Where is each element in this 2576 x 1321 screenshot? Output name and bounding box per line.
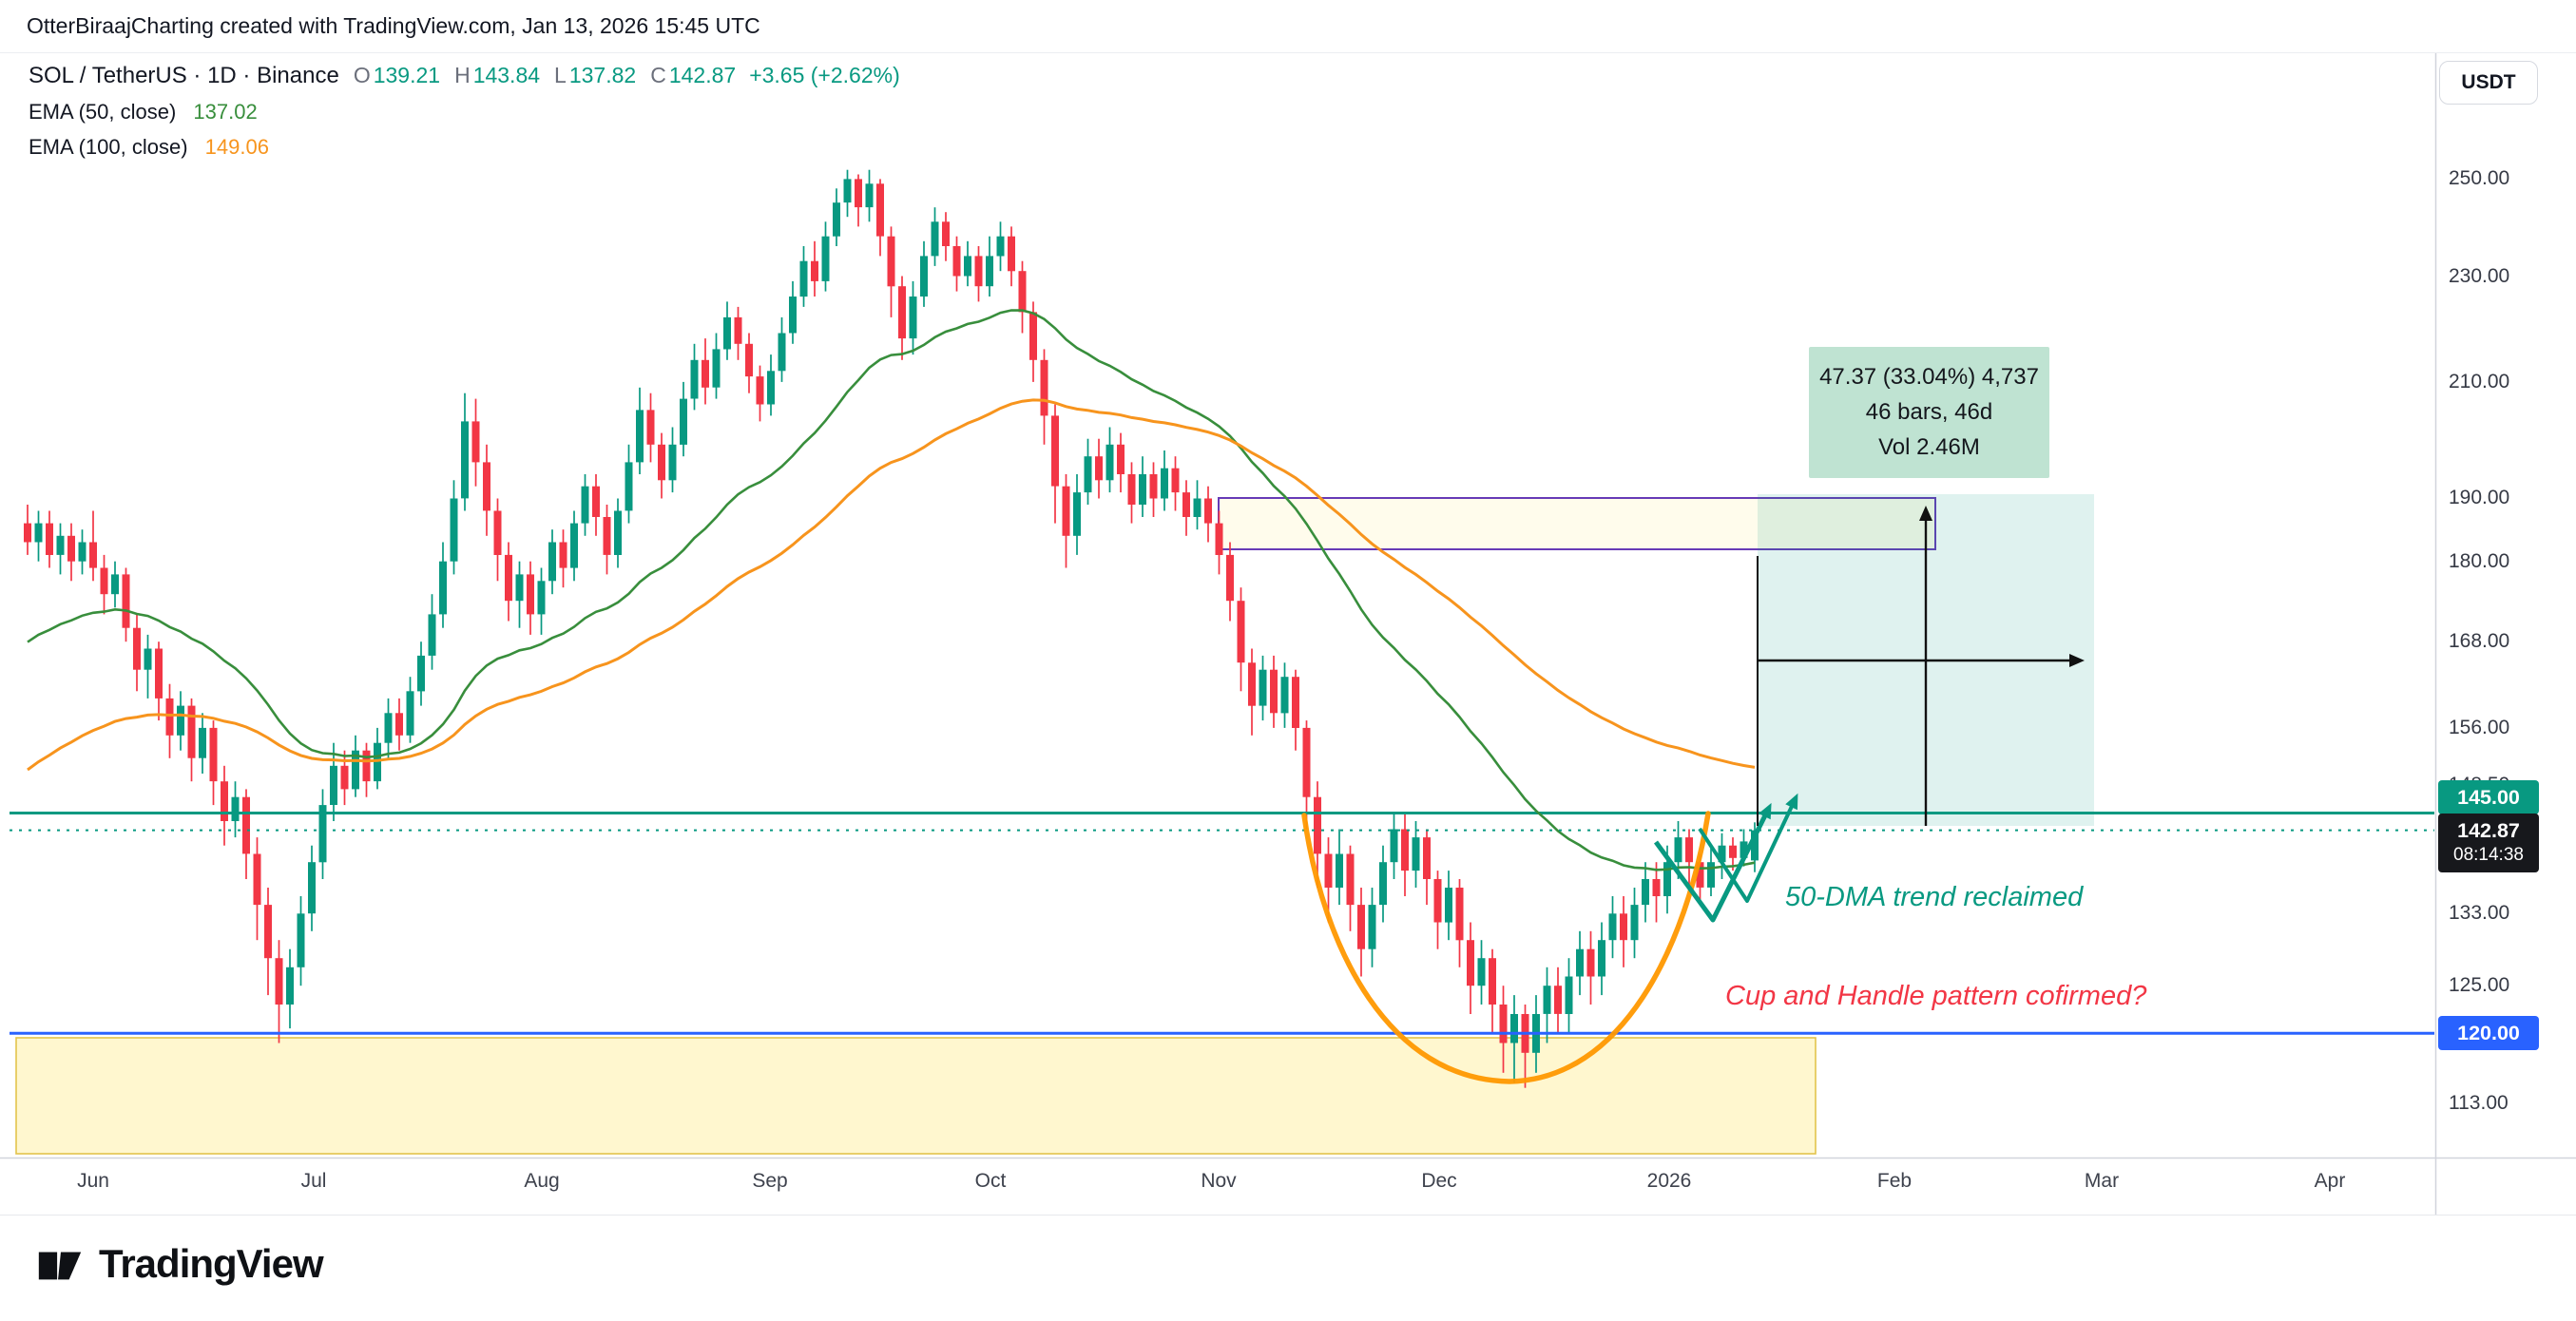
- ema100-label: EMA (100, close): [29, 135, 188, 159]
- candles: [24, 169, 1759, 1088]
- change-value: +3.65 (+2.62%): [749, 63, 900, 87]
- breakout-arrow-2[interactable]: [1698, 793, 1798, 903]
- symbol-title[interactable]: SOL / TetherUS · 1D · Binance: [29, 63, 339, 88]
- footer-brand[interactable]: TradingView: [34, 1238, 324, 1290]
- ohlc-open: O 139.21: [354, 63, 440, 88]
- close-label: C: [650, 63, 666, 87]
- cup-handle-curve[interactable]: [1301, 811, 1711, 1084]
- close-value: 142.87: [668, 63, 737, 87]
- tradingview-logo-icon: [38, 1252, 82, 1280]
- ohlc-low: L 137.82: [554, 63, 636, 88]
- open-value: 139.21: [373, 63, 441, 87]
- measure-tool-label[interactable]: 47.37 (33.04%) 4,737 46 bars, 46d Vol 2.…: [1809, 347, 2049, 478]
- low-label: L: [554, 63, 567, 87]
- high-value: 143.84: [472, 63, 541, 87]
- ema100-line: [27, 398, 1756, 772]
- ema100-value: 149.06: [204, 135, 269, 159]
- ema50-line: [27, 309, 1756, 871]
- breakout-arrow[interactable]: [1653, 802, 1772, 923]
- attribution-bar: OtterBiraajCharting created with Trading…: [0, 0, 2576, 52]
- low-value: 137.82: [568, 63, 637, 87]
- ema50-label: EMA (50, close): [29, 100, 177, 124]
- yellow-support-zone[interactable]: [15, 1037, 1817, 1155]
- measure-line-3: Vol 2.46M: [1878, 434, 1980, 460]
- indicator-ema100[interactable]: EMA (100, close) 149.06: [29, 135, 900, 160]
- indicator-ema50[interactable]: EMA (50, close) 137.02: [29, 100, 900, 124]
- currency-button[interactable]: USDT: [2439, 61, 2538, 105]
- high-label: H: [454, 63, 471, 87]
- open-label: O: [353, 63, 371, 87]
- purple-resistance-box[interactable]: [1218, 497, 1936, 550]
- measure-line-2: 46 bars, 46d: [1865, 399, 1993, 425]
- ohlc-high: H 143.84: [454, 63, 540, 88]
- measure-line-1: 47.37 (33.04%) 4,737: [1819, 364, 2039, 390]
- ema50-value: 137.02: [193, 100, 258, 124]
- tradingview-logo-text: TradingView: [99, 1241, 324, 1286]
- ohlc-close: C 142.87: [650, 63, 736, 88]
- attribution-text: OtterBiraajCharting created with Trading…: [27, 13, 760, 38]
- note-50dma-reclaimed[interactable]: 50-DMA trend reclaimed: [1785, 882, 2084, 912]
- note-cup-handle[interactable]: Cup and Handle pattern cofirmed?: [1725, 981, 2147, 1011]
